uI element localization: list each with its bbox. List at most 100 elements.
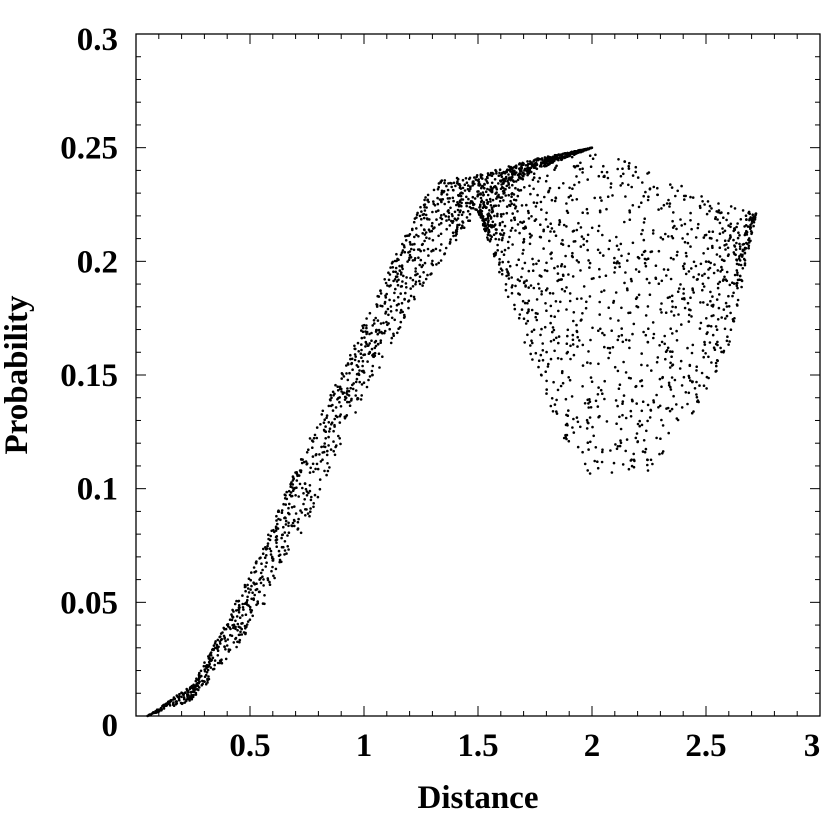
data-point: [714, 325, 718, 328]
data-point: [321, 409, 325, 413]
data-point: [613, 271, 616, 274]
data-point: [526, 160, 529, 163]
data-point: [384, 296, 388, 299]
data-point: [171, 702, 175, 706]
data-point: [423, 233, 427, 236]
data-point: [707, 260, 710, 264]
data-point: [371, 364, 375, 368]
data-point: [502, 232, 506, 235]
data-point: [344, 415, 348, 418]
data-point: [628, 346, 631, 350]
data-point: [705, 212, 709, 216]
data-point: [700, 195, 703, 198]
data-point: [470, 200, 474, 203]
data-point: [642, 250, 646, 254]
data-point: [641, 228, 644, 232]
data-point: [616, 404, 619, 408]
data-point: [197, 676, 201, 680]
data-point: [455, 203, 458, 207]
data-point: [488, 197, 492, 201]
data-point: [463, 189, 467, 192]
data-point: [293, 519, 296, 523]
data-point: [518, 162, 522, 165]
data-point: [384, 310, 388, 314]
data-point: [373, 341, 377, 344]
data-point: [556, 265, 559, 268]
data-point: [368, 350, 372, 354]
data-point: [205, 671, 209, 674]
data-point: [356, 396, 359, 400]
data-point: [395, 252, 398, 256]
data-point: [399, 253, 403, 257]
data-point: [543, 156, 547, 159]
data-point: [536, 193, 539, 197]
data-point: [358, 369, 361, 372]
data-point: [534, 351, 538, 355]
data-point: [549, 222, 552, 225]
data-point: [671, 236, 675, 240]
data-point: [423, 239, 426, 243]
data-point: [733, 244, 736, 247]
data-point: [594, 153, 597, 157]
data-point: [615, 447, 619, 451]
data-point: [694, 236, 698, 239]
data-point: [386, 307, 390, 311]
data-point: [506, 168, 509, 171]
data-point: [453, 210, 457, 214]
data-point: [333, 417, 337, 421]
data-point: [346, 362, 350, 365]
data-point: [613, 256, 616, 260]
data-point: [514, 207, 517, 210]
data-point: [309, 498, 313, 502]
data-point: [529, 284, 533, 287]
data-point: [497, 263, 501, 266]
data-point: [568, 378, 572, 382]
data-point: [506, 295, 510, 299]
data-point: [167, 702, 171, 705]
data-point: [702, 236, 706, 239]
data-point: [597, 224, 601, 228]
data-point: [287, 506, 290, 510]
data-point: [667, 383, 671, 387]
data-point: [192, 693, 195, 697]
data-point: [607, 247, 611, 251]
data-point: [572, 311, 576, 314]
data-point: [576, 335, 579, 339]
data-point: [640, 423, 644, 427]
data-point: [378, 366, 381, 369]
data-point: [188, 697, 192, 700]
data-point: [236, 622, 240, 626]
data-point: [445, 219, 448, 222]
data-point: [642, 221, 646, 224]
data-point: [445, 193, 449, 196]
data-point: [396, 331, 399, 335]
data-point: [532, 328, 536, 332]
data-point: [714, 361, 718, 365]
data-point: [613, 266, 617, 269]
data-point: [644, 190, 647, 194]
data-point: [495, 197, 498, 200]
data-point: [392, 270, 395, 274]
data-point: [500, 215, 503, 218]
data-point: [247, 604, 250, 607]
data-point: [202, 664, 206, 668]
data-point: [699, 301, 702, 304]
data-point: [652, 229, 655, 232]
data-point: [418, 214, 422, 218]
data-point: [413, 235, 416, 239]
data-point: [336, 389, 340, 392]
data-point: [248, 618, 252, 621]
data-point: [182, 697, 186, 701]
data-point: [486, 193, 490, 197]
data-point: [720, 316, 723, 319]
data-point: [212, 644, 216, 647]
data-point: [255, 587, 259, 591]
data-point: [691, 288, 695, 292]
data-point: [640, 352, 643, 355]
data-point: [529, 344, 532, 347]
data-point: [411, 243, 414, 246]
data-point: [231, 608, 234, 612]
data-point: [447, 215, 451, 218]
x-tick-label: 3: [804, 728, 821, 764]
data-point: [575, 228, 579, 232]
